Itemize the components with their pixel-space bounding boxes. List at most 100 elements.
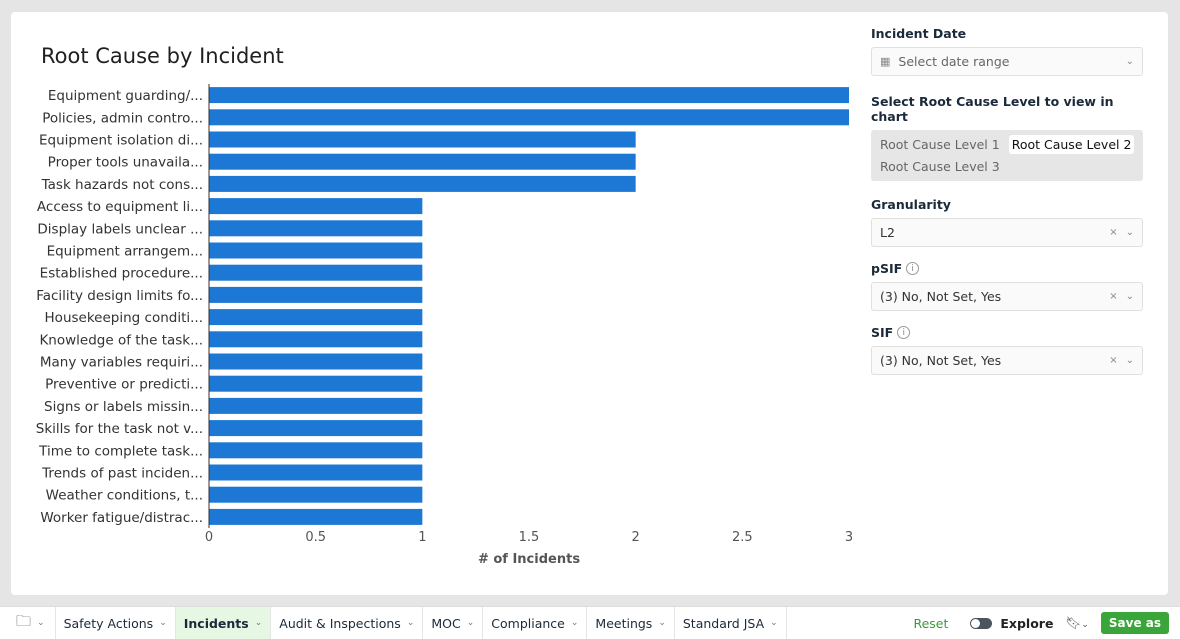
tab-compliance[interactable]: Compliance ⌄: [483, 607, 588, 639]
toolbar-actions: Reset Explore 🔖︎⌄ Save as: [913, 612, 1180, 634]
psif-select[interactable]: (3) No, Not Set, Yes × ⌄: [871, 282, 1143, 311]
info-icon[interactable]: i: [897, 326, 911, 339]
bar[interactable]: [209, 153, 636, 170]
x-tick-label: 0.5: [305, 530, 326, 545]
chevron-down-icon: ⌄: [770, 618, 778, 628]
clear-icon[interactable]: ×: [1109, 291, 1118, 302]
chevron-down-icon: ⌄: [1081, 620, 1089, 630]
category-label: Time to complete task...: [38, 443, 203, 459]
x-tick-label: 1.5: [519, 530, 540, 545]
date-range-select[interactable]: ▦ Select date range ⌄: [871, 47, 1143, 76]
bar[interactable]: [209, 397, 423, 414]
toggle-switch[interactable]: [970, 617, 993, 629]
bar[interactable]: [209, 175, 636, 192]
category-label: Equipment isolation di...: [39, 133, 203, 149]
bottom-toolbar: 🗀 ⌄ Safety Actions ⌄ Incidents ⌄ Audit & In…: [0, 606, 1180, 639]
bar[interactable]: [209, 87, 849, 104]
bar[interactable]: [209, 420, 423, 437]
sif-label: SIF i: [871, 325, 1143, 340]
label-text: Granularity: [871, 197, 951, 212]
explore-toggle[interactable]: Explore: [970, 616, 1053, 631]
chevron-down-icon: ⌄: [406, 618, 415, 628]
level-1-option[interactable]: Root Cause Level 1: [880, 137, 1000, 152]
tab-meetings[interactable]: Meetings ⌄: [587, 607, 675, 639]
chevron-down-icon: ⌄: [570, 618, 579, 628]
bar[interactable]: [209, 331, 423, 348]
x-tick-label: 0: [205, 530, 213, 545]
bar[interactable]: [209, 375, 423, 392]
category-label: Signs or labels missin...: [44, 399, 203, 415]
bar[interactable]: [209, 353, 423, 370]
x-tick-label: 2.5: [732, 530, 753, 545]
level-label: Select Root Cause Level to view in chart: [871, 94, 1143, 124]
chevron-down-icon: ⌄: [159, 618, 167, 628]
info-icon[interactable]: i: [906, 262, 920, 275]
category-label: Knowledge of the task...: [39, 332, 203, 348]
category-label: Policies, admin contro...: [42, 110, 203, 126]
sif-value: (3) No, Not Set, Yes: [880, 353, 1002, 368]
bar[interactable]: [209, 198, 423, 215]
chevron-down-icon: ⌄: [466, 618, 475, 628]
bar[interactable]: [209, 109, 849, 126]
tab-label: Audit & Inspections: [279, 615, 401, 631]
category-label: Proper tools unavaila...: [48, 155, 203, 171]
bar[interactable]: [209, 220, 423, 237]
bookmark-button[interactable]: 🔖︎⌄: [1065, 615, 1089, 630]
tab-label: Meetings: [595, 615, 653, 631]
tab-standard-jsa[interactable]: Standard JSA ⌄: [675, 607, 787, 639]
tab-audit-inspections[interactable]: Audit & Inspections ⌄: [271, 607, 424, 639]
x-axis-label: # of Incidents: [478, 552, 580, 567]
explore-label: Explore: [1000, 615, 1054, 631]
save-as-button[interactable]: Save as: [1100, 612, 1169, 634]
level-3-option[interactable]: Root Cause Level 3: [880, 159, 1000, 174]
bar[interactable]: [209, 464, 423, 481]
category-label: Many variables requiri...: [40, 355, 203, 371]
bar[interactable]: [209, 286, 423, 303]
category-label: Weather conditions, t...: [46, 488, 203, 504]
reset-button[interactable]: Reset: [913, 615, 949, 631]
psif-value: (3) No, Not Set, Yes: [880, 289, 1002, 304]
psif-label: pSIF i: [871, 261, 1143, 276]
bar[interactable]: [209, 264, 423, 281]
chevron-down-icon: ⌄: [1125, 56, 1134, 67]
category-label: Trends of past inciden...: [41, 466, 203, 482]
tab-moc[interactable]: MOC ⌄: [423, 607, 484, 639]
category-label: Display labels unclear ...: [37, 221, 203, 237]
tab-label: MOC: [431, 615, 461, 631]
category-label: Access to equipment li...: [37, 199, 203, 215]
tab-safety-actions[interactable]: Safety Actions ⌄: [56, 607, 176, 639]
x-tick-label: 2: [632, 530, 640, 545]
bar[interactable]: [209, 442, 423, 459]
category-label: Equipment arrangem...: [47, 244, 203, 260]
bar[interactable]: [209, 131, 636, 148]
category-label: Equipment guarding/...: [48, 88, 203, 104]
category-label: Facility design limits fo...: [36, 288, 203, 304]
clear-icon[interactable]: ×: [1109, 355, 1118, 366]
category-label: Established procedure...: [40, 266, 203, 282]
tab-incidents[interactable]: Incidents ⌄: [175, 607, 272, 639]
sif-select[interactable]: (3) No, Not Set, Yes × ⌄: [871, 346, 1143, 375]
label-text: pSIF: [871, 261, 903, 276]
granularity-select[interactable]: L2 × ⌄: [871, 218, 1143, 247]
bar[interactable]: [209, 486, 423, 503]
date-placeholder: Select date range: [898, 54, 1010, 69]
x-tick-label: 3: [845, 530, 853, 545]
chevron-down-icon: ⌄: [254, 618, 263, 628]
bar[interactable]: [209, 309, 423, 326]
root-cause-level-segmented: Root Cause Level 1 Root Cause Level 2 Ro…: [871, 130, 1143, 181]
bar[interactable]: [209, 508, 423, 525]
tab-label: Incidents: [183, 615, 249, 631]
chevron-down-icon: ⌄: [1125, 227, 1134, 238]
label-text: Select Root Cause Level to view in chart: [871, 94, 1114, 124]
clear-icon[interactable]: ×: [1109, 227, 1118, 238]
chevron-down-icon: ⌄: [1125, 291, 1134, 302]
granularity-label: Granularity: [871, 197, 1143, 212]
x-tick-label: 1: [418, 530, 426, 545]
folder-menu-button[interactable]: 🗀 ⌄: [0, 607, 56, 639]
tab-label: Standard JSA: [682, 615, 765, 631]
category-label: Task hazards not cons...: [41, 177, 203, 193]
bar[interactable]: [209, 242, 423, 259]
chevron-down-icon: ⌄: [658, 618, 666, 628]
chevron-down-icon: ⌄: [37, 618, 45, 628]
level-2-option[interactable]: Root Cause Level 2: [1008, 135, 1135, 154]
